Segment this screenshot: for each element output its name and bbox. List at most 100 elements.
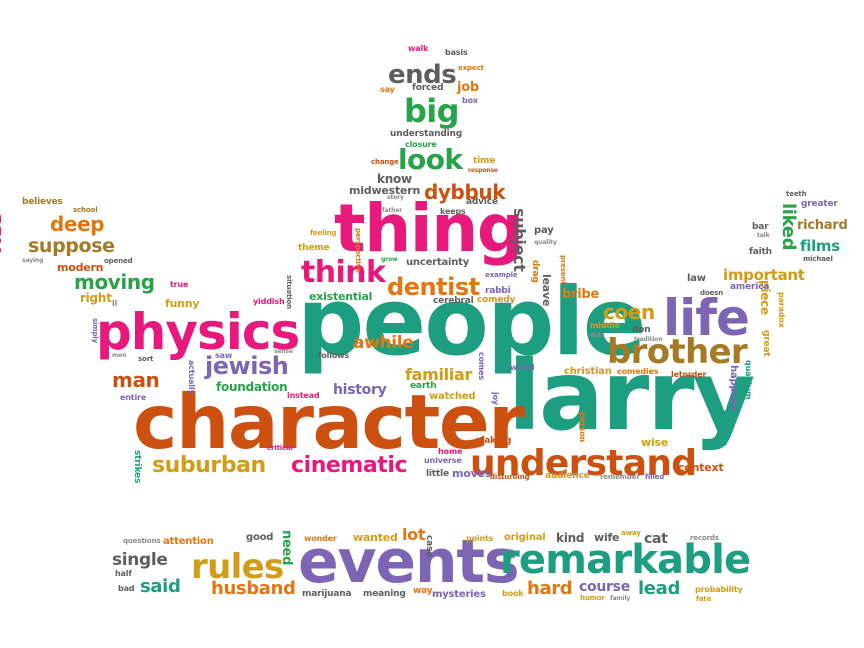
word-pay: pay <box>534 225 554 236</box>
word-theme: theme <box>298 243 330 253</box>
word-wanted: wanted <box>353 531 398 544</box>
word-dentist: dentist <box>387 273 480 301</box>
word-awhile: awhile <box>353 333 414 353</box>
word-records: records <box>690 534 719 542</box>
word-humor: humor <box>580 594 605 602</box>
word-michael: michael <box>803 255 833 263</box>
word-said: said <box>140 576 181 597</box>
word-life: life <box>663 289 750 347</box>
word-school: school <box>73 206 98 214</box>
word-bar: bar <box>752 222 769 232</box>
word-joy: joy <box>491 392 500 405</box>
word-away: away <box>621 529 641 537</box>
word-talk: talk <box>757 232 770 239</box>
word-america: america <box>730 282 770 292</box>
word-instead: instead <box>287 391 320 400</box>
word-disturbing: disturbing <box>490 473 530 481</box>
word-subject: subject <box>510 208 529 272</box>
word-quantum: quantum <box>744 360 753 400</box>
word-fate: fate <box>696 595 712 603</box>
word-suppose: suppose <box>28 235 115 257</box>
word-know: know <box>377 172 412 186</box>
word-good: good <box>246 532 274 543</box>
word-rabbi: rabbi <box>485 286 511 296</box>
word-coen: coen <box>603 300 655 324</box>
word-midwestern: midwestern <box>349 184 421 197</box>
word-right: right <box>80 291 112 305</box>
word-look: look <box>398 143 463 176</box>
word-comedy: comedy <box>477 295 516 305</box>
word-true: true <box>170 280 189 289</box>
word-opened: opened <box>104 257 133 265</box>
word-cat: cat <box>644 531 668 547</box>
word-attention: attention <box>163 536 214 547</box>
word-example: example <box>485 271 518 279</box>
word-saying: saying <box>22 257 44 264</box>
word-comedies: comedies <box>617 367 659 376</box>
word-forced: forced <box>412 83 444 93</box>
word-great: great <box>761 330 771 357</box>
word-critical: critical <box>267 444 293 452</box>
word-deep: deep <box>50 212 105 236</box>
word-doesn: doesn <box>700 289 724 297</box>
word-family: family <box>610 595 631 602</box>
word-bad: bad <box>118 584 135 593</box>
word-strikes: strikes <box>132 450 142 484</box>
word-probability: probability <box>695 585 743 594</box>
word-people: people <box>297 268 646 377</box>
word-job: job <box>457 80 479 95</box>
word-grow: grow <box>381 256 398 263</box>
word-wife: wife <box>594 531 620 544</box>
word-book: book <box>502 589 524 598</box>
word-lot: lot <box>402 525 426 544</box>
word-advice: advice <box>466 197 498 207</box>
word-uncertainty: uncertainty <box>406 257 470 268</box>
word-expect: expect <box>458 64 484 72</box>
word-physics: physics <box>96 303 300 361</box>
word-rules: rules <box>191 547 284 587</box>
word-home: home <box>438 447 463 456</box>
word-wise: wise <box>641 436 669 449</box>
word-sort: sort <box>138 355 154 363</box>
word-quality: quality <box>534 239 557 246</box>
word-entire: entire <box>120 393 147 402</box>
word-time: time <box>473 156 496 166</box>
word-teeth: teeth <box>786 190 807 198</box>
word-existential: existential <box>309 290 373 303</box>
word-simply: simply <box>91 318 99 343</box>
word-character: character <box>133 378 525 466</box>
word-moving: moving <box>74 270 155 294</box>
word-questions: questions <box>123 537 161 545</box>
word-man: man <box>112 368 160 392</box>
word-watched: watched <box>429 391 476 402</box>
word-say-small: say <box>380 85 395 94</box>
word-thing: thing <box>334 190 524 267</box>
word-meaning: meaning <box>363 589 406 599</box>
word-story: story <box>387 194 404 201</box>
word-original: original <box>504 532 546 543</box>
word-perspective: perspective <box>354 228 362 273</box>
word-say: say <box>0 212 8 253</box>
word-keeps: keeps <box>440 207 466 216</box>
word-cinematic: cinematic <box>291 453 408 478</box>
word-wonder: wonder <box>304 534 337 543</box>
word-points: points <box>466 534 494 543</box>
word-law: law <box>687 273 706 284</box>
word-making: making <box>475 436 512 446</box>
word-saw: saw <box>215 351 233 360</box>
word-cerebral: cerebral <box>433 296 474 306</box>
word-filled: filled <box>645 473 665 481</box>
word-important: important <box>723 266 805 284</box>
word-closure: closure <box>405 140 437 149</box>
word-box: box <box>462 96 478 105</box>
word-funny: funny <box>165 297 200 310</box>
word-comes: comes <box>477 352 486 380</box>
word-response: response <box>468 167 498 174</box>
word-leave: leave <box>540 274 553 307</box>
word-think: think <box>301 255 386 290</box>
word-little: little <box>426 469 449 479</box>
word-men: men <box>112 352 127 359</box>
word-mysteries: mysteries <box>432 589 486 600</box>
word-christian: christian <box>564 366 612 377</box>
word-letorder: letorder <box>671 370 707 379</box>
